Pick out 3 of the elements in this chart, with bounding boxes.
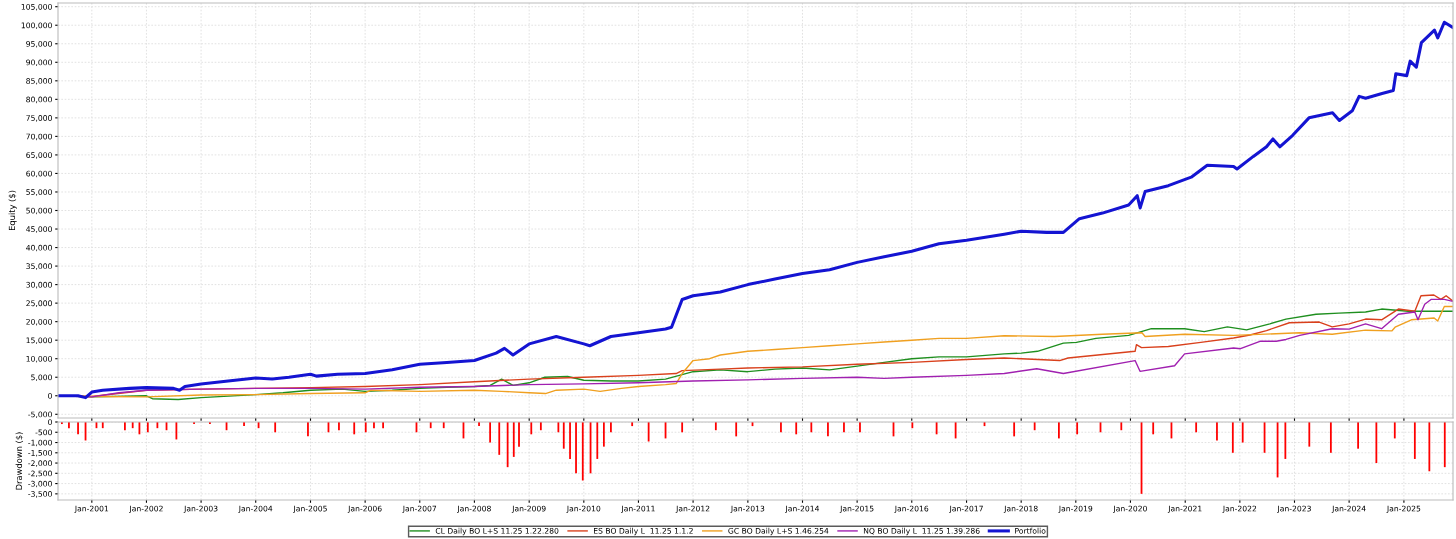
y-axis-title: Drawdown ($): [15, 432, 24, 490]
y-axis-title: Equity ($): [8, 190, 17, 231]
line-series: [58, 20, 1453, 400]
